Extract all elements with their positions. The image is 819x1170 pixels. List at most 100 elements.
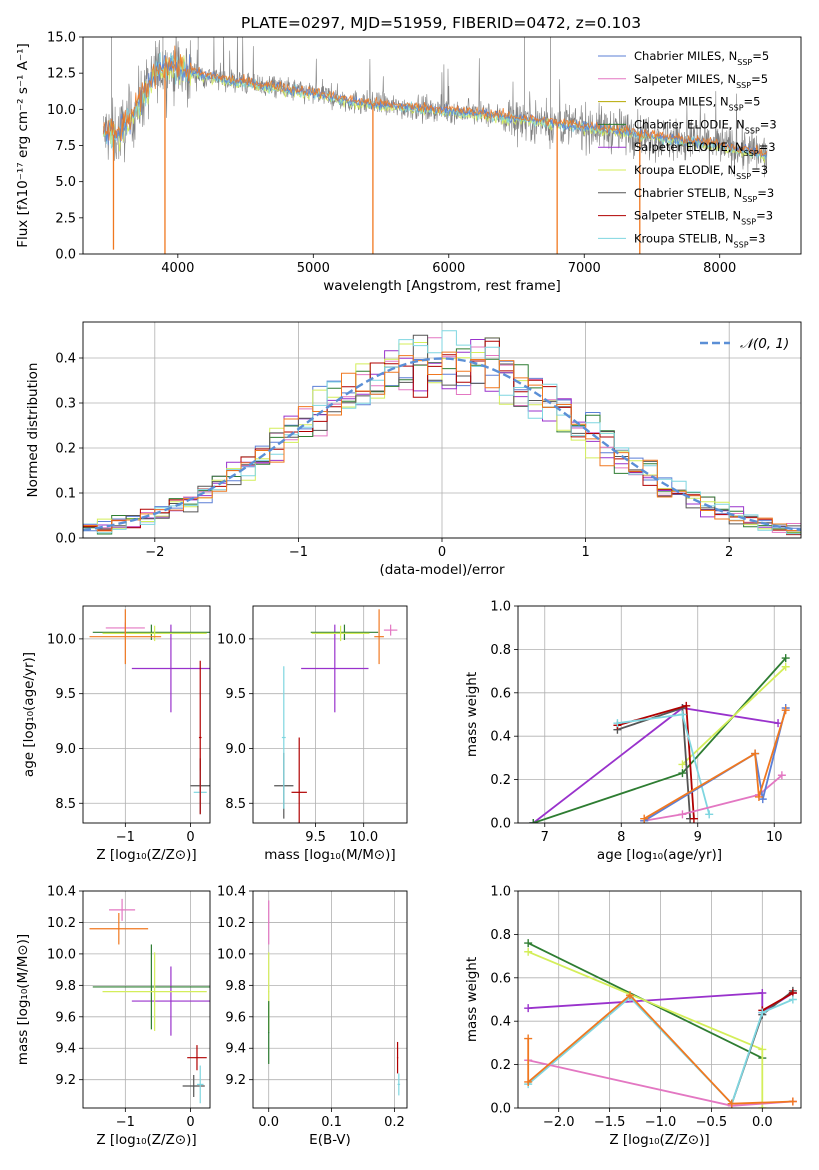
y-tick-label: 10.0 bbox=[47, 947, 76, 962]
weight-series-line bbox=[643, 707, 787, 822]
x-tick-label: −1.0 bbox=[645, 1115, 677, 1130]
y-axis-label: age [log₁₀(age/yr)] bbox=[21, 652, 37, 777]
axes-frame bbox=[252, 605, 408, 824]
weight-point-marker bbox=[727, 1099, 736, 1108]
y-tick-label: 0.8 bbox=[490, 928, 511, 943]
weight-point-marker bbox=[758, 1008, 767, 1017]
x-tick-label: 4000 bbox=[161, 261, 194, 276]
y-tick-label: 10.0 bbox=[217, 947, 246, 962]
errorbar-point bbox=[102, 952, 207, 1031]
x-tick-label: 0 bbox=[186, 1115, 194, 1130]
y-tick-label: 0.4 bbox=[55, 352, 76, 367]
axes-age-vs-mass: 9.5 10.0 8.5 9.0 9.5 10.0 mass [log₁₀(M/M⊙)] bbox=[217, 605, 408, 863]
weight-series-line bbox=[681, 666, 787, 766]
plot-area-spectrum bbox=[102, 37, 768, 254]
y-tick-label: 0.1 bbox=[55, 487, 76, 502]
x-tick-label: −2 bbox=[145, 545, 164, 560]
axes-weight-vs-age: 7 8 9 10 0.0 0.2 0.4 0.6 0.8 1.0 age [log₁₀(age/yr… bbox=[464, 600, 802, 863]
plot-area-age-vs-mass bbox=[274, 609, 398, 823]
axes-frame bbox=[82, 321, 802, 539]
y-tick-label: 9.8 bbox=[55, 979, 76, 994]
errorbar-point bbox=[182, 1074, 205, 1097]
legend-entry: Salpeter STELIB, NSSP=3 bbox=[634, 209, 773, 227]
grid-weight-vs-age bbox=[518, 605, 801, 824]
x-tick-label: −1 bbox=[289, 545, 308, 560]
x-tick-label: 10 bbox=[766, 830, 783, 845]
legend-entry: Chabrier ELODIE, NSSP=3 bbox=[634, 117, 777, 135]
y-tick-label: 0.8 bbox=[490, 643, 511, 658]
y-tick-label: 10.0 bbox=[47, 103, 76, 118]
weight-point-marker bbox=[758, 988, 767, 997]
weight-point-marker bbox=[678, 710, 687, 719]
weight-point-marker bbox=[777, 771, 786, 780]
errorbar-point bbox=[196, 1065, 204, 1104]
y-tick-label: 10.0 bbox=[217, 632, 246, 647]
legend-entry: Kroupa ELODIE, NSSP=3 bbox=[634, 163, 768, 181]
x-tick-label: 0 bbox=[438, 545, 446, 560]
weight-point-marker bbox=[678, 760, 687, 769]
y-tick-label: 9.4 bbox=[225, 1042, 246, 1057]
errorbar-point bbox=[89, 609, 162, 665]
chart-age-vs-Z: −1 0 8.5 9.0 9.5 10.0 Z [log₁₀(Z/Z⊙)] age [log₁… bbox=[21, 605, 211, 863]
x-tick-label: −2.0 bbox=[543, 1115, 575, 1130]
y-tick-label: 7.5 bbox=[55, 139, 76, 154]
y-axis-label: mass [log₁₀(M/M⊙)] bbox=[15, 934, 31, 1065]
axes-weight-vs-Z: −2.0 −1.5 −1.0 −0.5 0.0 0.0 0.2 0.4 0.6 0.8 1.0 Z [… bbox=[464, 885, 802, 1148]
y-tick-label: 9.0 bbox=[55, 742, 76, 757]
x-tick-label: 6000 bbox=[432, 261, 465, 276]
errorbar-point bbox=[131, 624, 210, 713]
errorbar-point bbox=[187, 1045, 207, 1071]
weight-point-marker bbox=[524, 1004, 533, 1013]
residual-histogram bbox=[83, 330, 801, 535]
y-tick-label: 1.0 bbox=[490, 885, 511, 900]
errorbar-point bbox=[397, 1073, 401, 1096]
spectrum-legend: Chabrier MILES, NSSP=5 Salpeter MILES, NS… bbox=[598, 49, 777, 249]
x-tick-label: 9 bbox=[694, 830, 702, 845]
x-tick-label: 8 bbox=[617, 830, 625, 845]
legend-entry: Kroupa STELIB, NSSP=3 bbox=[634, 231, 765, 249]
x-tick-label: 0.1 bbox=[321, 1115, 342, 1130]
spectrum-model-line bbox=[102, 45, 767, 157]
y-tick-label: 1.0 bbox=[490, 600, 511, 615]
y-tick-label: 9.5 bbox=[225, 687, 246, 702]
x-tick-label: 2 bbox=[725, 545, 733, 560]
gaussian-curve bbox=[83, 357, 801, 532]
weight-series-line bbox=[643, 709, 787, 820]
chart-age-vs-mass: 9.5 10.0 8.5 9.0 9.5 10.0 mass [log₁₀(M/M⊙)] bbox=[217, 605, 408, 863]
errorbar-point bbox=[383, 624, 398, 636]
x-tick-label: −0.5 bbox=[696, 1115, 728, 1130]
y-tick-label: 9.0 bbox=[225, 742, 246, 757]
errorbar-point bbox=[131, 966, 210, 1036]
y-tick-label: 15.0 bbox=[47, 31, 76, 46]
weight-series-line bbox=[644, 774, 783, 822]
y-tick-label: 9.4 bbox=[55, 1042, 76, 1057]
y-tick-label: 0.2 bbox=[490, 773, 511, 788]
errorbar-point bbox=[89, 913, 149, 945]
y-tick-label: 10.0 bbox=[47, 632, 76, 647]
y-tick-label: 9.2 bbox=[55, 1073, 76, 1088]
axes-mass-vs-Z: −1 0 9.2 9.4 9.6 9.8 10.0 10.2 10.4 Z [log₁₀(Z/Z⊙… bbox=[15, 885, 211, 1148]
weight-point-marker bbox=[640, 814, 649, 823]
x-tick-label: 0.2 bbox=[384, 1115, 405, 1130]
weight-point-marker bbox=[678, 810, 687, 819]
errorbar-point bbox=[311, 625, 370, 642]
y-tick-label: 0.6 bbox=[490, 971, 511, 986]
errorbar-point bbox=[268, 1001, 270, 1064]
axes-residuals: −2 −1 0 1 2 0.0 0.1 0.2 0.3 0.4 (data-model)/error… bbox=[25, 321, 802, 578]
y-tick-label: 5.0 bbox=[55, 175, 76, 190]
y-tick-label: 0.0 bbox=[55, 532, 76, 547]
y-tick-label: 10.4 bbox=[47, 885, 76, 900]
x-tick-label: 0 bbox=[186, 830, 194, 845]
errorbar-point bbox=[396, 1041, 399, 1074]
y-tick-label: 9.8 bbox=[225, 979, 246, 994]
chart-mass-vs-EBV: 0.0 0.1 0.2 9.2 9.4 9.6 9.8 10.0 10.2 10.4 E(B-V) bbox=[217, 885, 408, 1148]
axes-frame bbox=[517, 890, 802, 1109]
x-axis-label: age [log₁₀(age/yr)] bbox=[597, 847, 722, 863]
axes-age-vs-Z: −1 0 8.5 9.0 9.5 10.0 Z [log₁₀(Z/Z⊙)] age [log₁… bbox=[21, 605, 211, 863]
errorbar-point bbox=[310, 624, 379, 640]
weight-point-marker bbox=[758, 1104, 767, 1108]
y-axis-label: mass weight bbox=[464, 672, 480, 757]
errorbar-point bbox=[291, 737, 307, 823]
x-axis-label: Z [log₁₀(Z/Z⊙)] bbox=[96, 847, 196, 863]
weight-point-marker bbox=[689, 814, 698, 823]
